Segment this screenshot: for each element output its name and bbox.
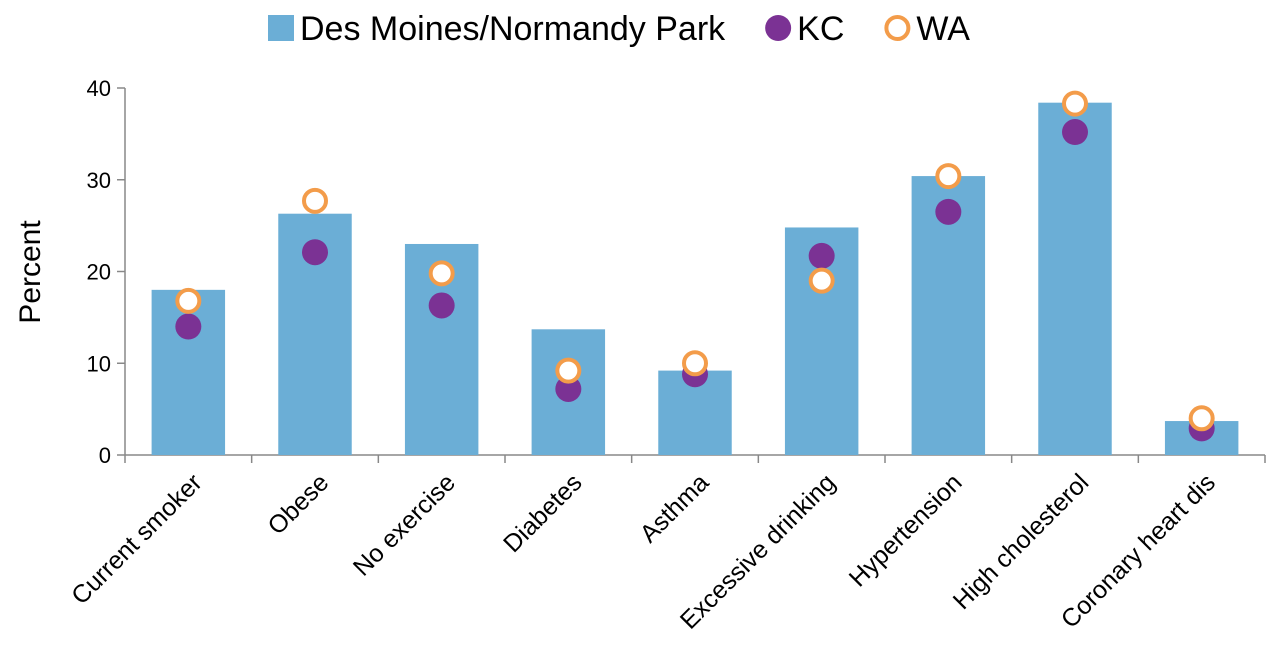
- y-tick-label: 10: [87, 351, 111, 376]
- marker: [175, 313, 202, 340]
- marker: [302, 239, 328, 266]
- marker: [555, 375, 582, 402]
- y-tick-label: 40: [87, 76, 111, 101]
- y-axis-label: Percent: [14, 220, 47, 324]
- y-tick-label: 20: [87, 260, 111, 285]
- bar: [1038, 102, 1112, 456]
- legend-label: Des Moines/Normandy Park: [300, 10, 726, 48]
- marker: [428, 260, 455, 287]
- legend-label: WA: [916, 10, 970, 48]
- legend-swatch: [765, 15, 792, 41]
- x-tick-label: No exercise: [348, 469, 461, 582]
- marker: [1062, 119, 1088, 146]
- y-tick-label: 0: [99, 443, 111, 468]
- legend-label: KC: [797, 10, 844, 48]
- legend-swatch: [884, 15, 911, 41]
- legend-swatch: [268, 15, 294, 41]
- x-tick-label: Hypertension: [844, 469, 968, 593]
- marker: [808, 242, 835, 269]
- marker: [935, 198, 962, 225]
- marker: [1062, 90, 1088, 117]
- marker: [682, 350, 708, 377]
- marker: [808, 267, 835, 294]
- marker: [555, 357, 582, 384]
- x-tick-label: Current smoker: [66, 469, 208, 611]
- marker: [175, 287, 202, 314]
- marker: [428, 292, 455, 319]
- x-tick-label: High cholesterol: [948, 469, 1095, 616]
- y-tick-label: 30: [87, 168, 111, 193]
- x-tick-label: Asthma: [635, 468, 715, 548]
- x-tick-label: Diabetes: [498, 469, 588, 559]
- marker: [935, 163, 962, 190]
- marker: [1188, 405, 1215, 432]
- marker: [302, 187, 328, 214]
- x-tick-label: Obese: [262, 469, 334, 541]
